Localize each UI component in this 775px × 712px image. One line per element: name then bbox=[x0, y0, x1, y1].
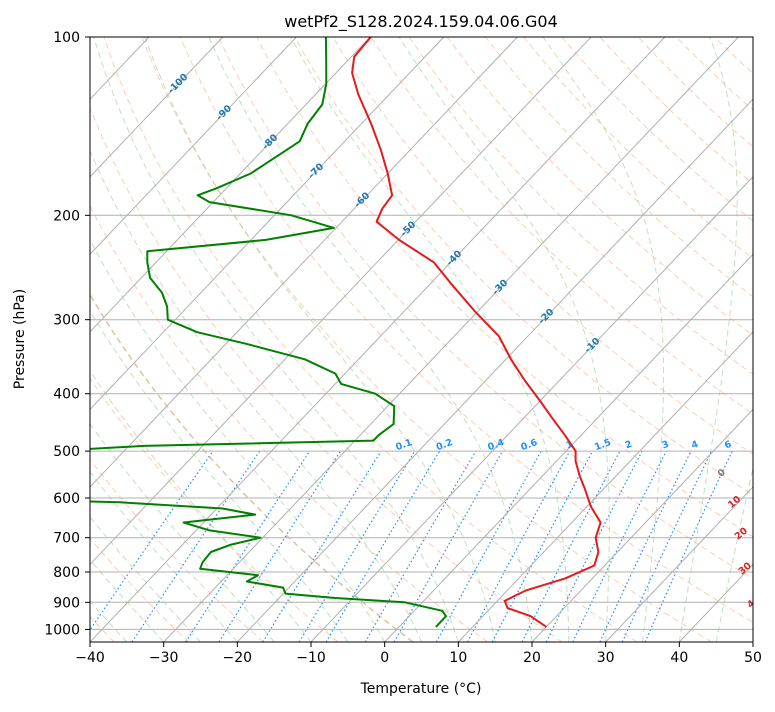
y-tick-label: 1000 bbox=[44, 622, 80, 638]
x-tick-label: 30 bbox=[597, 650, 615, 666]
y-tick-label: 400 bbox=[53, 387, 80, 403]
y-tick-label: 600 bbox=[53, 491, 80, 507]
y-tick-label: 200 bbox=[53, 208, 80, 224]
x-tick-label: 40 bbox=[670, 650, 688, 666]
y-tick-label: 100 bbox=[53, 30, 80, 46]
y-tick-label: 500 bbox=[53, 444, 80, 460]
x-tick-label: 20 bbox=[523, 650, 541, 666]
y-tick-label: 900 bbox=[53, 595, 80, 611]
x-tick-label: 0 bbox=[380, 650, 389, 666]
x-tick-label: −20 bbox=[223, 650, 253, 666]
y-tick-label: 300 bbox=[53, 313, 80, 329]
x-tick-label: 50 bbox=[744, 650, 762, 666]
y-tick-label: 700 bbox=[53, 531, 80, 547]
y-tick-label: 800 bbox=[53, 565, 80, 581]
x-tick-label: −10 bbox=[296, 650, 326, 666]
x-tick-label: −40 bbox=[75, 650, 105, 666]
chart-title: wetPf2_S128.2024.159.04.06.G04 bbox=[284, 12, 558, 32]
x-axis-label: Temperature (°C) bbox=[360, 681, 482, 697]
y-axis-label: Pressure (hPa) bbox=[12, 289, 28, 389]
x-tick-label: 10 bbox=[449, 650, 467, 666]
x-tick-label: −30 bbox=[149, 650, 179, 666]
